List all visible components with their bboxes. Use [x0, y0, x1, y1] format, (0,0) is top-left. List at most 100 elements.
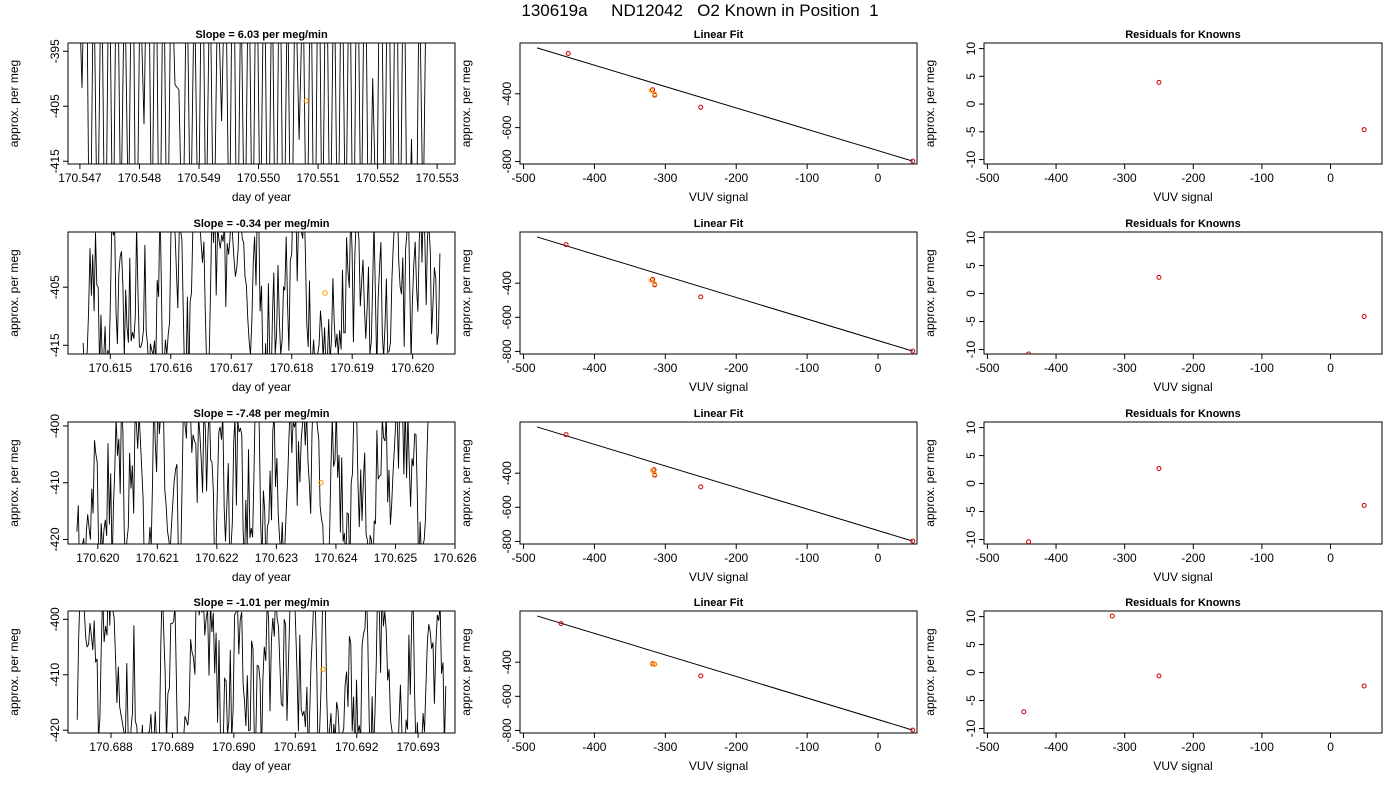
- panel-title: Residuals for Knowns: [1125, 218, 1241, 230]
- y-axis-label: approx. per meg: [459, 439, 473, 526]
- y-axis-label: approx. per meg: [7, 60, 21, 147]
- panel-title: Residuals for Knowns: [1125, 408, 1241, 420]
- x-tick-label: -500: [512, 551, 536, 565]
- x-tick-label: 170.688: [89, 740, 133, 754]
- x-tick-label: 170.615: [89, 361, 133, 375]
- x-axis-label: VUV signal: [1153, 380, 1212, 394]
- y-axis-label: approx. per meg: [923, 628, 937, 715]
- highlight-point: [652, 471, 658, 477]
- x-tick-label: -300: [1113, 361, 1137, 375]
- x-tick-label: 170.547: [58, 171, 102, 185]
- x-tick-label: -200: [1181, 551, 1205, 565]
- fit-line: [536, 47, 913, 162]
- x-tick-label: -300: [1113, 551, 1137, 565]
- x-tick-label: -500: [512, 740, 536, 754]
- x-tick-label: 170.691: [274, 740, 318, 754]
- x-axis-label: VUV signal: [689, 380, 748, 394]
- y-tick-label: 10: [964, 421, 978, 435]
- data-point: [910, 348, 916, 354]
- y-axis-label: approx. per meg: [7, 249, 21, 336]
- x-tick-label: -300: [1113, 171, 1137, 185]
- y-tick-label: -400: [500, 650, 514, 674]
- y-tick-label: -10: [964, 151, 978, 169]
- y-axis-label: approx. per meg: [7, 628, 21, 715]
- y-tick-label: 10: [964, 42, 978, 56]
- x-tick-label: 0: [1327, 361, 1334, 375]
- plot-frame: [983, 231, 1383, 355]
- panel-1-2: Residuals for Knowns-500 -400 -300 -200 -100…: [923, 218, 1383, 394]
- panel-title: Residuals for Knowns: [1125, 597, 1241, 609]
- series-line: [76, 422, 429, 544]
- x-tick-label: -100: [795, 171, 819, 185]
- highlight-point: [652, 281, 658, 287]
- data-point: [910, 538, 916, 544]
- series-line: [82, 232, 441, 354]
- x-tick-label: -500: [512, 171, 536, 185]
- x-tick-label: -400: [1044, 361, 1068, 375]
- highlight-point: [650, 467, 656, 473]
- plot-area: [80, 43, 426, 164]
- y-tick-label: -10: [964, 341, 978, 359]
- y-tick-label: 5: [964, 73, 978, 80]
- x-tick-label: -300: [1113, 740, 1137, 754]
- panel-title: Slope = 6.03 per meg/min: [195, 29, 328, 41]
- plot-area: [536, 236, 916, 354]
- data-point: [698, 673, 704, 679]
- plot-area: [536, 615, 916, 733]
- y-tick-label: -5: [964, 695, 978, 706]
- x-tick-label: -500: [975, 171, 999, 185]
- panel-3-1: Linear Fit -500 -400 -300 -200 -100 0 VUV signa…: [459, 597, 918, 773]
- fit-line: [536, 236, 913, 352]
- x-tick-label: -100: [1250, 361, 1274, 375]
- data-point: [1156, 465, 1162, 471]
- plot-frame: [519, 42, 918, 165]
- y-tick-label: -600: [500, 115, 514, 139]
- x-tick-label: -100: [795, 740, 819, 754]
- y-tick-label: -400: [48, 414, 62, 438]
- x-axis-label: day of year: [232, 190, 291, 204]
- x-tick-label: -200: [1181, 171, 1205, 185]
- y-tick-label: -800: [500, 149, 514, 173]
- y-tick-label: -5: [964, 316, 978, 327]
- x-axis-label: VUV signal: [1153, 190, 1212, 204]
- x-tick-label: 170.618: [270, 361, 314, 375]
- x-tick-label: 170.690: [212, 740, 256, 754]
- panel-title: Linear Fit: [694, 218, 744, 230]
- x-tick-label: 170.689: [151, 740, 195, 754]
- x-tick-label: -200: [724, 361, 748, 375]
- x-tick-label: -500: [975, 361, 999, 375]
- x-tick-label: 170.551: [296, 171, 340, 185]
- y-axis-label: approx. per meg: [923, 439, 937, 526]
- plot-frame: [519, 421, 918, 545]
- y-tick-label: -405: [48, 275, 62, 299]
- highlight-point: [652, 661, 658, 667]
- x-tick-label: -200: [724, 171, 748, 185]
- plot-frame: [67, 231, 456, 355]
- panel-title: Linear Fit: [694, 29, 744, 41]
- x-tick-label: -500: [975, 740, 999, 754]
- x-tick-label: 170.693: [396, 740, 440, 754]
- fit-line: [536, 615, 913, 731]
- data-point: [563, 242, 569, 248]
- x-tick-label: -200: [1181, 361, 1205, 375]
- panel-1-0: Slope = -0.34 per meg/min 170.615 170.616 1…: [7, 218, 456, 394]
- x-tick-label: 0: [875, 361, 882, 375]
- highlight-point: [320, 666, 326, 672]
- data-point: [1361, 502, 1367, 508]
- x-tick-label: 170.625: [374, 551, 418, 565]
- data-point: [1361, 683, 1367, 689]
- y-tick-label: -420: [48, 527, 62, 551]
- x-tick-label: -400: [1044, 551, 1068, 565]
- y-tick-label: -410: [48, 662, 62, 686]
- x-tick-label: -400: [1044, 740, 1068, 754]
- y-tick-label: -405: [48, 94, 62, 118]
- panel-1-1: Linear Fit -500 -400 -300 -200 -100 0 VUV signa…: [459, 218, 918, 394]
- y-tick-label: -400: [500, 271, 514, 295]
- panel-title: Linear Fit: [694, 597, 744, 609]
- data-point: [698, 104, 704, 110]
- plot-frame: [983, 610, 1383, 734]
- x-tick-label: -400: [582, 551, 606, 565]
- x-tick-label: -200: [724, 551, 748, 565]
- plot-area: [536, 47, 916, 164]
- data-point: [1026, 351, 1032, 354]
